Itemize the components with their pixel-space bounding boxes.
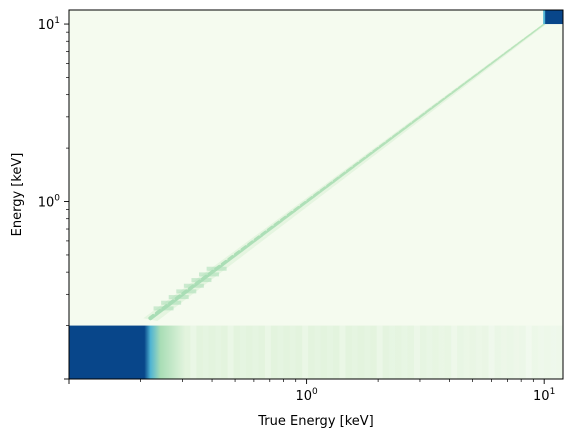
floor-column-1 [202, 325, 209, 379]
floor-column-18 [413, 325, 420, 379]
diagonal-core-39 [405, 120, 415, 129]
diagonal-core-37 [392, 130, 401, 139]
floor-column-26 [513, 325, 520, 379]
floor-column-2 [215, 325, 222, 379]
diagonal-core-43 [431, 101, 441, 109]
diagonal-core-57 [523, 33, 532, 40]
x-tick-label-base: 10 [295, 389, 312, 404]
floor-column-12 [339, 325, 346, 379]
diagonal-core-50 [477, 67, 487, 74]
floor-column-19 [426, 325, 433, 379]
diagonal-step-5 [191, 278, 212, 283]
diagonal-core-36 [385, 135, 395, 143]
y-tick-label-exponent: 0 [54, 194, 60, 204]
floor-column-0 [190, 325, 197, 379]
diagonal-core-29 [339, 169, 349, 178]
diagonal-core-53 [497, 52, 506, 60]
x-tick-label-exponent: 0 [312, 387, 318, 397]
floor-column-13 [351, 325, 358, 379]
floor-column-20 [438, 325, 445, 379]
diagonal-step-7 [206, 266, 227, 271]
floor-column-5 [252, 325, 259, 379]
x-axis-label: True Energy [keV] [257, 414, 374, 429]
diagonal-step-3 [176, 289, 197, 294]
diagonal-core-54 [503, 47, 513, 55]
y-tick-label-base: 10 [38, 18, 55, 33]
y-tick-label-base: 10 [38, 196, 55, 211]
floor-column-8 [289, 325, 296, 379]
x-axis-ticks: 100 101 [68, 379, 555, 404]
floor-column-10 [314, 325, 321, 379]
x-tick-label-0: 100 [295, 387, 318, 404]
diagonal-step-4 [183, 283, 204, 288]
diagonal-core-31 [352, 160, 362, 168]
low-energy-floor-band [69, 325, 563, 379]
floor-column-22 [463, 325, 470, 379]
x-tick-label-base: 10 [533, 389, 550, 404]
diagonal-core-41 [418, 111, 428, 119]
overflow-block [544, 10, 563, 25]
diagonal-core-55 [510, 42, 519, 50]
floor-column-23 [476, 325, 483, 379]
diagonal-core-32 [359, 155, 369, 163]
heatmap-cells [143, 10, 563, 379]
diagonal-core-44 [438, 96, 447, 104]
diagonal-core-35 [378, 140, 388, 148]
diagonal-step-2 [168, 295, 189, 300]
diagonal-step-6 [199, 272, 220, 277]
diagonal-core-47 [457, 81, 467, 89]
diagonal-core-38 [398, 125, 408, 134]
plot-frame [68, 9, 564, 380]
floor-column-28 [538, 325, 545, 379]
diagonal-core-30 [345, 164, 356, 173]
floor-column-9 [302, 325, 309, 379]
x-tick-label-exponent: 1 [550, 387, 556, 397]
y-axis-label: Energy [keV] [10, 153, 25, 237]
floor-column-25 [500, 325, 507, 379]
x-tick-label-1: 101 [533, 387, 555, 404]
floor-column-3 [227, 325, 234, 379]
diagonal-core-56 [517, 37, 526, 45]
y-tick-label-0: 100 [38, 194, 61, 211]
overflow-block-edge [543, 10, 546, 25]
floor-column-7 [277, 325, 284, 379]
diagonal-core-46 [451, 86, 460, 94]
floor-column-11 [326, 325, 333, 379]
floor-column-27 [525, 325, 532, 379]
diagonal-core-34 [372, 145, 382, 153]
diagonal-core-42 [424, 106, 434, 114]
floor-column-29 [550, 325, 557, 379]
floor-column-16 [389, 325, 396, 379]
floor-column-14 [364, 325, 371, 379]
diagonal-core-59 [536, 23, 545, 30]
floor-column-4 [240, 325, 247, 379]
diagonal-core-49 [471, 72, 480, 79]
diagonal-core-58 [530, 28, 539, 35]
floor-column-6 [264, 325, 271, 379]
y-tick-label-exponent: 1 [54, 16, 60, 26]
diagonal-step-1 [161, 300, 182, 305]
diagonal-core-45 [444, 91, 454, 99]
y-tick-label-1: 101 [38, 16, 60, 33]
diagonal-core-33 [365, 150, 375, 158]
diagonal-core-51 [484, 62, 493, 70]
floor-column-15 [376, 325, 383, 379]
floor-column-24 [488, 325, 495, 379]
diagonal-core-48 [464, 77, 473, 84]
floor-column-17 [401, 325, 408, 379]
diagonal-core-40 [411, 116, 421, 124]
diagonal-step-0 [153, 306, 174, 311]
diagonal-core-52 [490, 57, 500, 65]
floor-column-21 [451, 325, 458, 379]
